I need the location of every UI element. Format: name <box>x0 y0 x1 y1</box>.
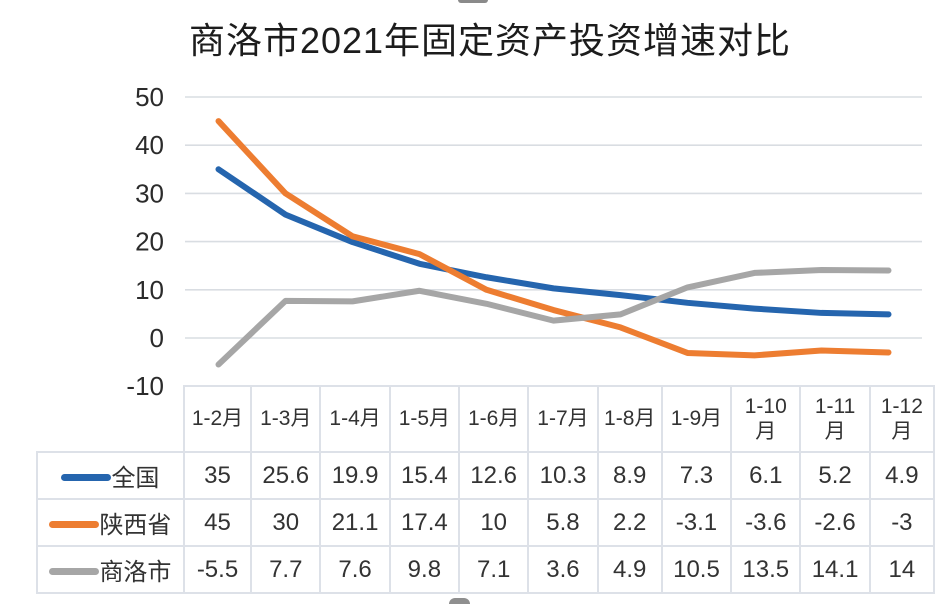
value-cell: 19.9 <box>319 451 391 500</box>
value-cell: 2.2 <box>596 498 663 547</box>
value-cell: 10 <box>458 498 530 547</box>
series-row-shangluo: 商洛市 -5.5 7.7 7.6 9.8 7.1 3.6 4.9 10.5 13.5 14.1 14 <box>36 545 935 594</box>
series-line-shaanxi <box>215 118 892 359</box>
value-cell: 14.1 <box>799 545 871 594</box>
value-cell: 21.1 <box>319 498 391 547</box>
crop-artifact-top <box>458 0 488 3</box>
y-axis-tick-label: 50 <box>135 82 164 112</box>
month-header-cell: 1-11月 <box>799 385 871 453</box>
value-cell: 45 <box>182 498 253 547</box>
series-row-national: 全国 35 25.6 19.9 15.4 12.6 10.3 8.9 7.3 6.1 5.2 4.9 <box>36 451 935 500</box>
series-line-national <box>215 166 892 318</box>
value-cell: 30 <box>250 498 322 547</box>
y-axis-tick-label: 40 <box>135 130 164 160</box>
month-header-cell: 1-3月 <box>250 385 322 453</box>
value-cell: 7.3 <box>660 451 733 500</box>
series-name: 陕西省 <box>99 512 172 539</box>
y-axis-tick-label: 0 <box>150 323 164 353</box>
legend-swatch-shaanxi <box>49 521 100 529</box>
value-cell: 5.2 <box>799 451 871 500</box>
value-cell: -3 <box>868 498 935 547</box>
value-cell: -2.6 <box>799 498 871 547</box>
series-label-cell: 全国 <box>36 451 185 500</box>
legend-swatch-national <box>61 474 112 482</box>
month-header-cell: 1-7月 <box>527 385 599 453</box>
series-label-cell: 商洛市 <box>36 545 185 594</box>
y-axis-tick-label: 20 <box>135 227 164 257</box>
value-cell: 10.3 <box>527 451 599 500</box>
chart-title: 商洛市2021年固定资产投资增速对比 <box>188 20 792 61</box>
month-header-cell: 1-8月 <box>596 385 663 453</box>
value-cell: -3.6 <box>730 498 802 547</box>
value-cell: 13.5 <box>730 545 802 594</box>
value-cell: 7.1 <box>458 545 530 594</box>
value-cell: 8.9 <box>596 451 663 500</box>
table-corner-cell <box>37 386 185 453</box>
series-line-shangluo <box>215 267 892 368</box>
value-cell: 35 <box>182 451 253 500</box>
value-cell: 7.6 <box>319 545 391 594</box>
value-cell: -3.1 <box>660 498 733 547</box>
value-cell: 12.6 <box>458 451 530 500</box>
value-cell: 15.4 <box>388 451 461 500</box>
y-axis-tick-label: 30 <box>135 178 164 208</box>
value-cell: 6.1 <box>730 451 802 500</box>
value-cell: -5.5 <box>182 545 253 594</box>
value-cell: 5.8 <box>527 498 599 547</box>
chart-data-table: 1-2月 1-3月 1-4月 1-5月 1-6月 1-7月 1-8月 1-9月 1-10月 1-1… <box>36 385 935 594</box>
value-cell: 10.5 <box>660 545 733 594</box>
month-header-cell: 1-9月 <box>660 385 733 453</box>
value-cell: 17.4 <box>388 498 461 547</box>
month-header-cell: 1-5月 <box>388 385 461 453</box>
month-header-cell: 1-4月 <box>319 385 391 453</box>
value-cell: 4.9 <box>868 451 935 500</box>
value-cell: 9.8 <box>388 545 461 594</box>
month-header-cell: 1-12月 <box>868 385 935 453</box>
value-cell: 14 <box>868 545 935 594</box>
series-row-shaanxi: 陕西省 45 30 21.1 17.4 10 5.8 2.2 -3.1 -3.6 -2.6 -3 <box>36 498 935 547</box>
month-header-cell: 1-10月 <box>730 385 802 453</box>
value-cell: 25.6 <box>250 451 322 500</box>
crop-artifact-bottom <box>449 598 470 604</box>
y-axis-tick-label: 10 <box>135 275 164 305</box>
month-header-row: 1-2月 1-3月 1-4月 1-5月 1-6月 1-7月 1-8月 1-9月 1-10月 1-1… <box>37 385 935 453</box>
legend-swatch-shangluo <box>49 568 100 576</box>
month-header-cell: 1-2月 <box>182 385 253 453</box>
value-cell: 4.9 <box>596 545 663 594</box>
value-cell: 7.7 <box>250 545 322 594</box>
series-name: 全国 <box>111 465 160 492</box>
value-cell: 3.6 <box>527 545 599 594</box>
series-label-cell: 陕西省 <box>36 498 185 547</box>
series-name: 商洛市 <box>99 559 172 586</box>
month-header-cell: 1-6月 <box>458 385 530 453</box>
